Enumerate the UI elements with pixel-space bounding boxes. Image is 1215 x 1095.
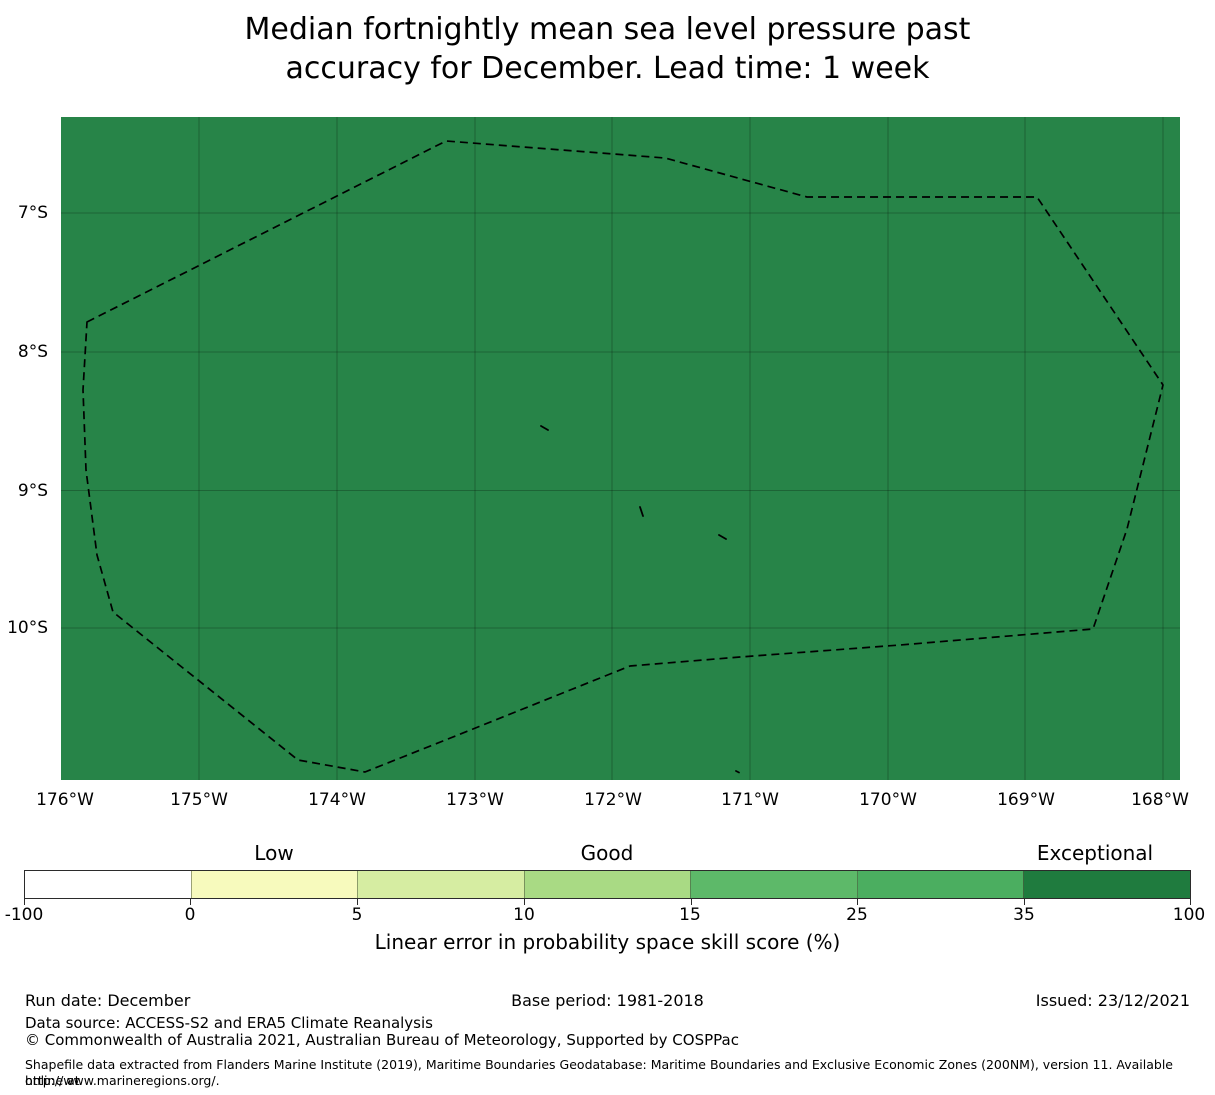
colorbar-segment-35-100: [1023, 871, 1191, 898]
y-tick-9s: 9°S: [17, 480, 48, 501]
colorbar-ticklabel-15: 15: [679, 905, 701, 925]
colorbar-segment-25-35: [856, 871, 1024, 898]
colorbar-ticklabel-10: 10: [513, 905, 535, 925]
colorbar-tick: [190, 899, 191, 905]
colorbar-axis-label: Linear error in probability space skill …: [374, 930, 841, 954]
colorbar-category-low: Low: [254, 841, 294, 865]
colorbar-tick: [357, 899, 358, 905]
colorbar-tick: [1190, 899, 1191, 905]
colorbar: [24, 870, 1191, 899]
footer-base-period: Base period: 1981-2018: [511, 991, 704, 1010]
chart-title: Median fortnightly mean sea level pressu…: [0, 10, 1215, 88]
map-area: [61, 117, 1180, 780]
chart-title-line2: accuracy for December. Lead time: 1 week: [285, 51, 930, 86]
footer-copyright: © Commonwealth of Australia 2021, Austra…: [25, 1031, 739, 1049]
footer-run-date: Run date: December: [25, 991, 191, 1010]
colorbar-ticklabel-neg100: -100: [4, 905, 44, 925]
footer-issued: Issued: 23/12/2021: [1035, 991, 1190, 1010]
colorbar-category-exceptional: Exceptional: [1036, 841, 1154, 865]
footer-shapefile-note-line2: http://www.marineregions.org/.: [25, 1073, 220, 1088]
colorbar-segment-5-10: [357, 871, 524, 898]
y-tick-8s: 8°S: [17, 342, 48, 362]
map-ocean-fill: [61, 117, 1180, 780]
colorbar-ticklabel-5: 5: [351, 905, 363, 925]
x-tick-176w: 176°W: [36, 790, 94, 810]
map-svg: [61, 117, 1180, 780]
x-tick-174w: 174°W: [308, 790, 366, 810]
footer-shapefile-note-line1: Shapefile data extracted from Flanders M…: [25, 1057, 1173, 1088]
y-tick-10s: 10°S: [7, 618, 48, 638]
colorbar-segment-neg100-0: [25, 871, 191, 898]
colorbar-ticklabel-25: 25: [846, 905, 868, 925]
island-mark-2: [639, 506, 644, 517]
x-tick-172w: 172°W: [584, 790, 642, 810]
colorbar-segment-10-15: [523, 871, 691, 898]
island-marks: [540, 425, 740, 774]
island-mark-1: [540, 425, 549, 431]
x-tick-175w: 175°W: [170, 790, 228, 810]
colorbar-tick: [857, 899, 858, 905]
x-tick-168w: 168°W: [1131, 790, 1189, 810]
island-mark-4: [735, 770, 740, 774]
colorbar-ticklabel-35: 35: [1013, 905, 1035, 925]
colorbar-tick: [524, 899, 525, 905]
eez-boundary: [82, 140, 1164, 773]
graticule-gridlines: [61, 117, 1180, 780]
colorbar-segment-15-25: [690, 871, 857, 898]
x-tick-171w: 171°W: [721, 790, 779, 810]
colorbar-category-good: Good: [580, 841, 634, 865]
colorbar-tick: [24, 899, 25, 905]
colorbar-ticklabel-100: 100: [1172, 905, 1206, 925]
colorbar-tick: [1024, 899, 1025, 905]
footer-data-source: Data source: ACCESS-S2 and ERA5 Climate …: [25, 1014, 433, 1032]
colorbar-ticklabel-0: 0: [184, 905, 196, 925]
colorbar-tick: [690, 899, 692, 905]
x-tick-170w: 170°W: [859, 790, 917, 810]
y-tick-7s: 7°S: [17, 203, 48, 223]
x-tick-173w: 173°W: [446, 790, 504, 810]
chart-title-line1: Median fortnightly mean sea level pressu…: [244, 12, 971, 47]
colorbar-segment-0-5: [190, 871, 358, 898]
island-mark-3: [718, 534, 727, 540]
x-tick-169w: 169°W: [997, 790, 1055, 810]
